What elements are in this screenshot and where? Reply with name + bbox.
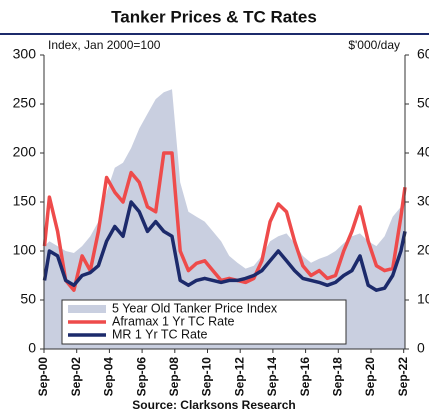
area xyxy=(44,89,405,350)
chart-title: Tanker Prices & TC Rates xyxy=(111,7,317,26)
y2-tick-label: 40 xyxy=(417,144,429,160)
legend-label: Aframax 1 Yr TC Rate xyxy=(112,314,235,328)
y-tick-label: 50 xyxy=(20,291,36,307)
y2-tick-label: 60 xyxy=(417,46,429,62)
line xyxy=(42,200,407,292)
y2-tick-label: 0 xyxy=(417,340,425,356)
x-tick-label: Sep-20 xyxy=(363,357,377,397)
x-tick-label: Sep-12 xyxy=(232,357,246,397)
legend-swatch xyxy=(68,305,106,313)
y-tick-label: 0 xyxy=(28,340,36,356)
y2-tick-label: 50 xyxy=(417,95,429,111)
x-tick-label: Sep-08 xyxy=(167,357,181,397)
legend-box xyxy=(61,299,347,345)
x-tick-label: Sep-22 xyxy=(396,357,410,397)
x-tick-label: Sep-02 xyxy=(69,357,83,397)
y-axis-label: Index, Jan 2000=100 xyxy=(48,38,161,52)
x-tick-label: Sep-10 xyxy=(200,357,214,397)
x-tick-label: Sep-18 xyxy=(330,357,344,397)
y2-axis-label: $'000/day xyxy=(348,38,400,52)
x-tick-label: Sep-04 xyxy=(102,357,116,397)
legend-label: 5 Year Old Tanker Price Index xyxy=(112,301,278,315)
legend-label: MR 1 Yr TC Rate xyxy=(112,327,207,341)
line xyxy=(42,151,407,292)
y2-tick-label: 20 xyxy=(417,242,429,258)
y2-tick-label: 30 xyxy=(417,193,429,209)
x-tick-label: Sep-06 xyxy=(134,357,148,397)
y-tick-label: 300 xyxy=(13,46,37,62)
x-tick-label: Sep-16 xyxy=(298,357,312,397)
x-tick-label: Sep-14 xyxy=(265,357,279,397)
x-tick-label: Sep-00 xyxy=(36,357,50,397)
y-tick-label: 100 xyxy=(13,242,37,258)
y-tick-label: 150 xyxy=(13,193,37,209)
y-tick-label: 250 xyxy=(13,95,37,111)
y2-tick-label: 10 xyxy=(417,291,429,307)
y-tick-label: 200 xyxy=(13,144,37,160)
source: Source: Clarksons Research xyxy=(132,398,295,412)
